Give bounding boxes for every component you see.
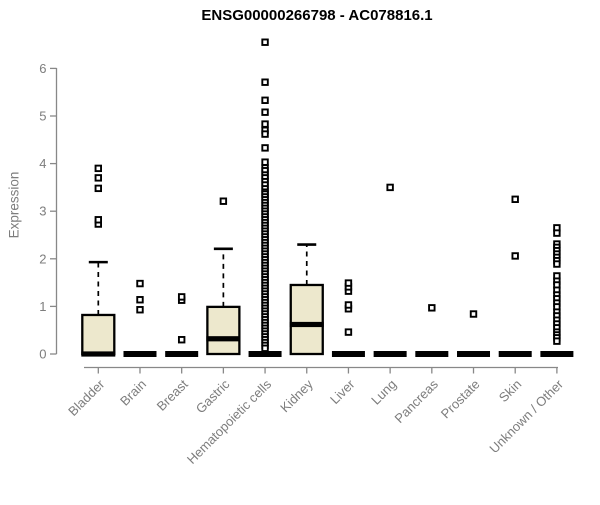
y-tick-label: 6 bbox=[39, 61, 46, 76]
outlier-point bbox=[261, 38, 269, 46]
outlier-point bbox=[511, 195, 519, 204]
y-tick-label: 3 bbox=[39, 204, 46, 219]
chart-title: ENSG00000266798 - AC078816.1 bbox=[201, 7, 433, 24]
outlier-point bbox=[553, 260, 561, 268]
median-line bbox=[81, 351, 116, 357]
outlier-point bbox=[261, 344, 269, 352]
y-tick-label: 0 bbox=[39, 347, 46, 362]
iqr-box bbox=[289, 283, 324, 356]
flat-zero-box bbox=[123, 351, 157, 357]
x-category-label-brain: Brain bbox=[117, 377, 149, 409]
box-prostate bbox=[457, 310, 491, 357]
box-lung bbox=[373, 183, 407, 357]
outlier-point bbox=[553, 337, 561, 345]
median-line bbox=[289, 321, 324, 328]
iqr-box bbox=[206, 305, 241, 356]
flat-zero-box bbox=[331, 351, 365, 357]
outlier-point bbox=[511, 252, 519, 260]
box-breast bbox=[165, 293, 199, 357]
outlier-point bbox=[344, 301, 353, 309]
box-unknown-other bbox=[540, 224, 574, 357]
outlier-point bbox=[261, 78, 269, 86]
outlier-point bbox=[469, 310, 478, 318]
box-gastric bbox=[206, 197, 241, 356]
box-skin bbox=[498, 195, 532, 357]
outlier-point bbox=[219, 197, 228, 205]
y-tick-label: 1 bbox=[39, 299, 46, 314]
y-tick-label: 2 bbox=[39, 251, 46, 266]
flat-zero-box bbox=[248, 351, 282, 357]
flat-zero-box bbox=[415, 351, 449, 357]
median-line bbox=[206, 336, 241, 342]
outlier-point bbox=[136, 306, 144, 314]
x-category-label-kidney: Kidney bbox=[277, 376, 316, 415]
x-category-label-prostate: Prostate bbox=[438, 377, 483, 422]
y-axis: 0 1 2 3 4 5 6 bbox=[39, 61, 58, 362]
x-category-label-pancreas: Pancreas bbox=[391, 376, 441, 426]
outlier-point bbox=[94, 174, 103, 182]
outlier-point bbox=[261, 158, 269, 166]
outlier-point bbox=[136, 279, 144, 288]
outlier-point bbox=[553, 229, 561, 237]
box-pancreas bbox=[415, 304, 449, 357]
outlier-point bbox=[261, 96, 269, 104]
outlier-point bbox=[261, 130, 269, 138]
x-category-label-lung: Lung bbox=[368, 377, 399, 408]
flat-zero-box bbox=[457, 351, 491, 357]
x-category-label-liver: Liver bbox=[327, 376, 358, 407]
outlier-point bbox=[261, 144, 269, 152]
x-category-label-gastric: Gastric bbox=[193, 376, 233, 416]
outlier-point bbox=[344, 279, 353, 287]
box-bladder bbox=[81, 164, 116, 357]
outlier-point bbox=[177, 336, 186, 344]
y-axis-label: Expression bbox=[6, 171, 22, 239]
box-hematopoietic-cells bbox=[248, 38, 282, 357]
box-liver bbox=[331, 279, 365, 357]
outlier-point bbox=[261, 120, 269, 128]
outlier-point bbox=[344, 328, 353, 336]
outlier-point bbox=[94, 216, 103, 224]
flat-zero-box bbox=[540, 351, 574, 357]
y-tick-label: 5 bbox=[39, 109, 46, 124]
flat-zero-box bbox=[498, 351, 532, 357]
iqr-box bbox=[81, 313, 116, 356]
outlier-point bbox=[94, 184, 103, 193]
outlier-point bbox=[177, 293, 186, 301]
outlier-point bbox=[428, 304, 436, 312]
flat-zero-box bbox=[373, 351, 407, 357]
x-category-label-breast: Breast bbox=[154, 376, 191, 413]
y-tick-label: 4 bbox=[39, 156, 46, 171]
x-category-label-bladder: Bladder bbox=[65, 376, 108, 419]
box-kidney bbox=[289, 243, 324, 356]
outlier-point bbox=[261, 108, 269, 116]
outlier-point bbox=[136, 296, 144, 304]
box-brain bbox=[123, 279, 157, 357]
x-category-label-skin: Skin bbox=[496, 377, 524, 405]
outlier-point bbox=[94, 164, 103, 173]
outlier-point bbox=[386, 183, 394, 192]
flat-zero-box bbox=[165, 351, 199, 357]
x-category-label-unknown-other: Unknown / Other bbox=[486, 376, 566, 456]
